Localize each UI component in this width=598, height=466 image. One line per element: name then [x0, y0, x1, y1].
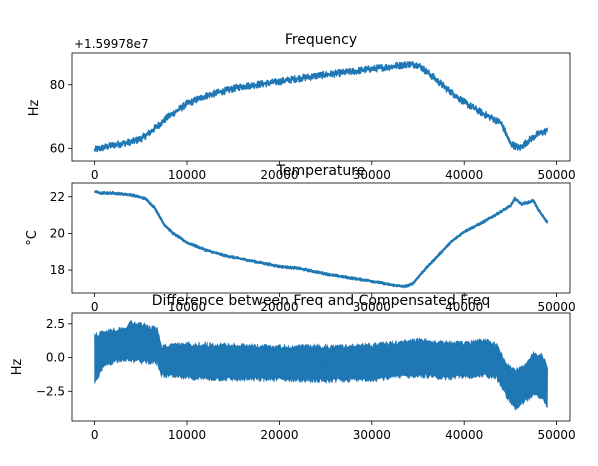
temperature-title: Temperature — [276, 163, 366, 179]
frequency-xtick-label: 20000 — [260, 168, 298, 182]
difference-axes-frame — [71, 312, 571, 422]
difference-xtick-label: 50000 — [538, 428, 576, 442]
difference-xtick-label: 0 — [91, 428, 99, 442]
frequency-xtick-label: 30000 — [353, 168, 391, 182]
temperature-xtick-label: 10000 — [168, 300, 206, 314]
frequency-x-axis: 0 10000 20000 30000 40000 50000 — [91, 161, 576, 182]
frequency-xtick-label: 50000 — [538, 168, 576, 182]
frequency-ylabel: Hz — [27, 100, 42, 117]
temperature-ytick-label: 22 — [50, 190, 65, 204]
frequency-xtick-label: 10000 — [168, 168, 206, 182]
frequency-ytick-label: 60 — [50, 141, 65, 155]
difference-xtick-label: 40000 — [445, 428, 483, 442]
difference-ytick-label: 2.5 — [46, 317, 65, 331]
temperature-ytick-label: 18 — [50, 263, 65, 277]
temperature-series-core — [94, 190, 549, 288]
difference-ylabel: Hz — [10, 359, 25, 376]
temperature-xtick-label: 20000 — [260, 300, 298, 314]
frequency-xtick-label: 0 — [91, 168, 99, 182]
temperature-ytick-label: 20 — [50, 226, 65, 240]
temperature-xtick-label: 0 — [91, 300, 99, 314]
frequency-series-core — [94, 62, 548, 151]
temperature-xtick-label: 50000 — [538, 300, 576, 314]
frequency-y-axis: 60 80 — [50, 78, 72, 155]
frequency-title: Frequency — [285, 32, 357, 48]
difference-series-line — [94, 321, 548, 409]
frequency-axes-frame — [71, 52, 571, 162]
difference-xtick-label: 30000 — [353, 428, 391, 442]
difference-title: Difference between Freq and Compensated … — [152, 293, 490, 309]
panel-frequency: Frequency +1.59978e7 Hz 0 10000 20000 30000… — [27, 32, 576, 182]
difference-y-axis: −2.5 0.0 2.5 — [36, 317, 72, 398]
temperature-ylabel: °C — [25, 230, 40, 246]
temperature-x-axis: 0 10000 20000 30000 40000 50000 — [91, 293, 576, 314]
difference-x-axis: 0 10000 20000 30000 40000 50000 — [91, 421, 576, 442]
difference-ytick-label: −2.5 — [36, 384, 65, 398]
difference-xtick-label: 10000 — [168, 428, 206, 442]
panel-temperature: 0 10000 20000 30000 40000 50000 18 20 22 Temper… — [25, 163, 576, 314]
temperature-plot-area — [93, 190, 549, 289]
frequency-xtick-label: 40000 — [445, 168, 483, 182]
temperature-y-axis: 18 20 22 — [50, 190, 72, 277]
temperature-xtick-label: 30000 — [353, 300, 391, 314]
difference-ytick-label: 0.0 — [46, 351, 65, 365]
frequency-offset-text: +1.59978e7 — [74, 37, 149, 51]
frequency-plot-area — [93, 60, 549, 153]
temperature-xtick-label: 40000 — [445, 300, 483, 314]
temperature-axes-frame — [71, 182, 571, 294]
difference-plot-area — [94, 319, 548, 411]
panel-difference: 0 10000 20000 30000 40000 50000 −2.5 0.0 2.5 Di… — [10, 293, 576, 442]
difference-xtick-label: 20000 — [260, 428, 298, 442]
frequency-ytick-label: 80 — [50, 78, 65, 92]
